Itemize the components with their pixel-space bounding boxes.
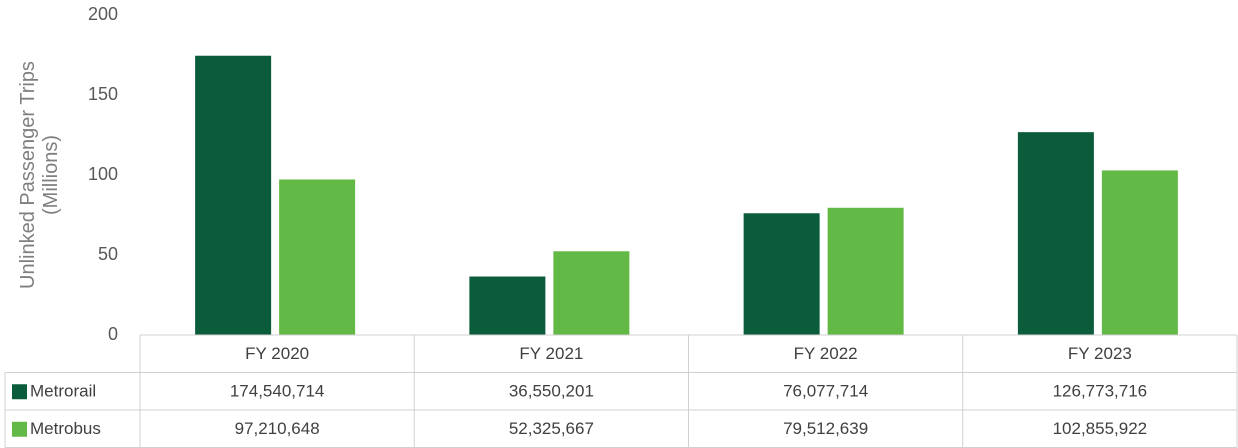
legend-swatch (12, 421, 27, 437)
legend-label: Metrobus (30, 419, 101, 438)
y-tick-label: 0 (108, 324, 118, 344)
x-tick-label: FY 2021 (519, 344, 583, 363)
bar (469, 276, 546, 335)
bar (195, 55, 272, 335)
bar (1101, 170, 1178, 335)
table-value: 126,773,716 (1053, 382, 1148, 401)
table-value: 76,077,714 (783, 382, 868, 401)
y-axis-label: Unlinked Passenger Trips (Millions) (17, 61, 62, 289)
table-value: 36,550,201 (509, 382, 594, 401)
y-tick-label: 100 (88, 164, 118, 184)
table-value: 97,210,648 (235, 419, 320, 438)
table-value: 174,540,714 (230, 382, 325, 401)
y-tick-label: 150 (88, 84, 118, 104)
table-value: 79,512,639 (783, 419, 868, 438)
table-value: 102,855,922 (1053, 419, 1148, 438)
bar (279, 179, 356, 335)
bar (743, 213, 820, 335)
x-tick-label: FY 2023 (1068, 344, 1132, 363)
bar (553, 251, 630, 335)
y-tick-label: 50 (98, 244, 118, 264)
legend-label: Metrorail (30, 382, 96, 401)
legend-swatch (12, 384, 27, 400)
x-tick-label: FY 2022 (794, 344, 858, 363)
bar (827, 207, 904, 335)
x-tick-label: FY 2020 (245, 344, 309, 363)
table-value: 52,325,667 (509, 419, 594, 438)
bar (1017, 132, 1094, 335)
y-tick-label: 200 (88, 4, 118, 24)
